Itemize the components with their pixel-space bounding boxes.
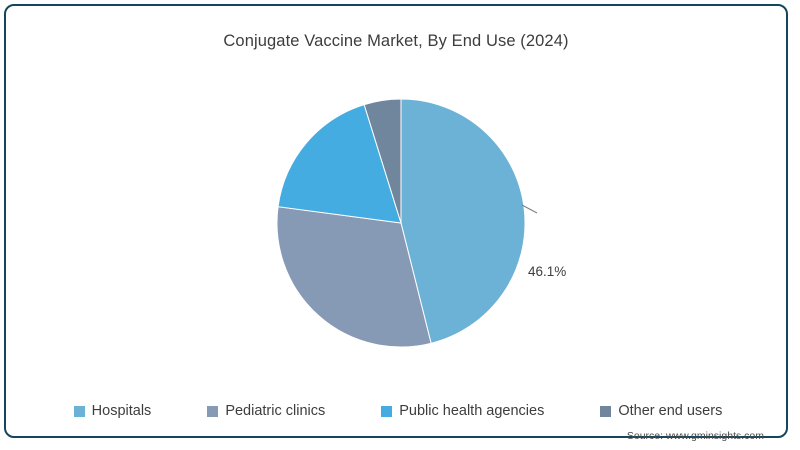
pie-chart — [276, 98, 538, 348]
plot-area: 46.1% — [6, 66, 790, 366]
legend-item[interactable]: Hospitals — [73, 403, 152, 419]
chart-legend: Hospitals Pediatric clinics Public health … — [6, 398, 790, 424]
legend-item[interactable]: Pediatric clinics — [207, 403, 325, 419]
pie-slice[interactable] — [400, 98, 526, 344]
pie-slice-group — [276, 98, 526, 348]
legend-swatch-icon — [600, 405, 612, 417]
legend-swatch-icon — [207, 405, 219, 417]
legend-swatch-icon — [381, 405, 393, 417]
source-attribution: Source: www.gminsights.com — [626, 430, 764, 442]
legend-item-label: Public health agencies — [399, 403, 545, 419]
legend-item-label: Other end users — [618, 403, 723, 419]
legend-item[interactable]: Public health agencies — [381, 403, 544, 419]
legend-item[interactable]: Other end users — [600, 403, 722, 419]
chart-card: Conjugate Vaccine Market, By End Use (20… — [4, 4, 790, 442]
pie-slice[interactable] — [276, 206, 432, 348]
label-leader-line — [521, 204, 538, 214]
data-label-hospitals: 46.1% — [528, 264, 567, 279]
legend-item-label: Pediatric clinics — [225, 403, 326, 419]
page-title: Conjugate Vaccine Market, By End Use (20… — [223, 32, 569, 50]
legend-item-label: Hospitals — [91, 403, 152, 419]
legend-swatch-icon — [73, 405, 85, 417]
pie-slice[interactable] — [277, 103, 402, 224]
pie-slice[interactable] — [363, 98, 402, 224]
